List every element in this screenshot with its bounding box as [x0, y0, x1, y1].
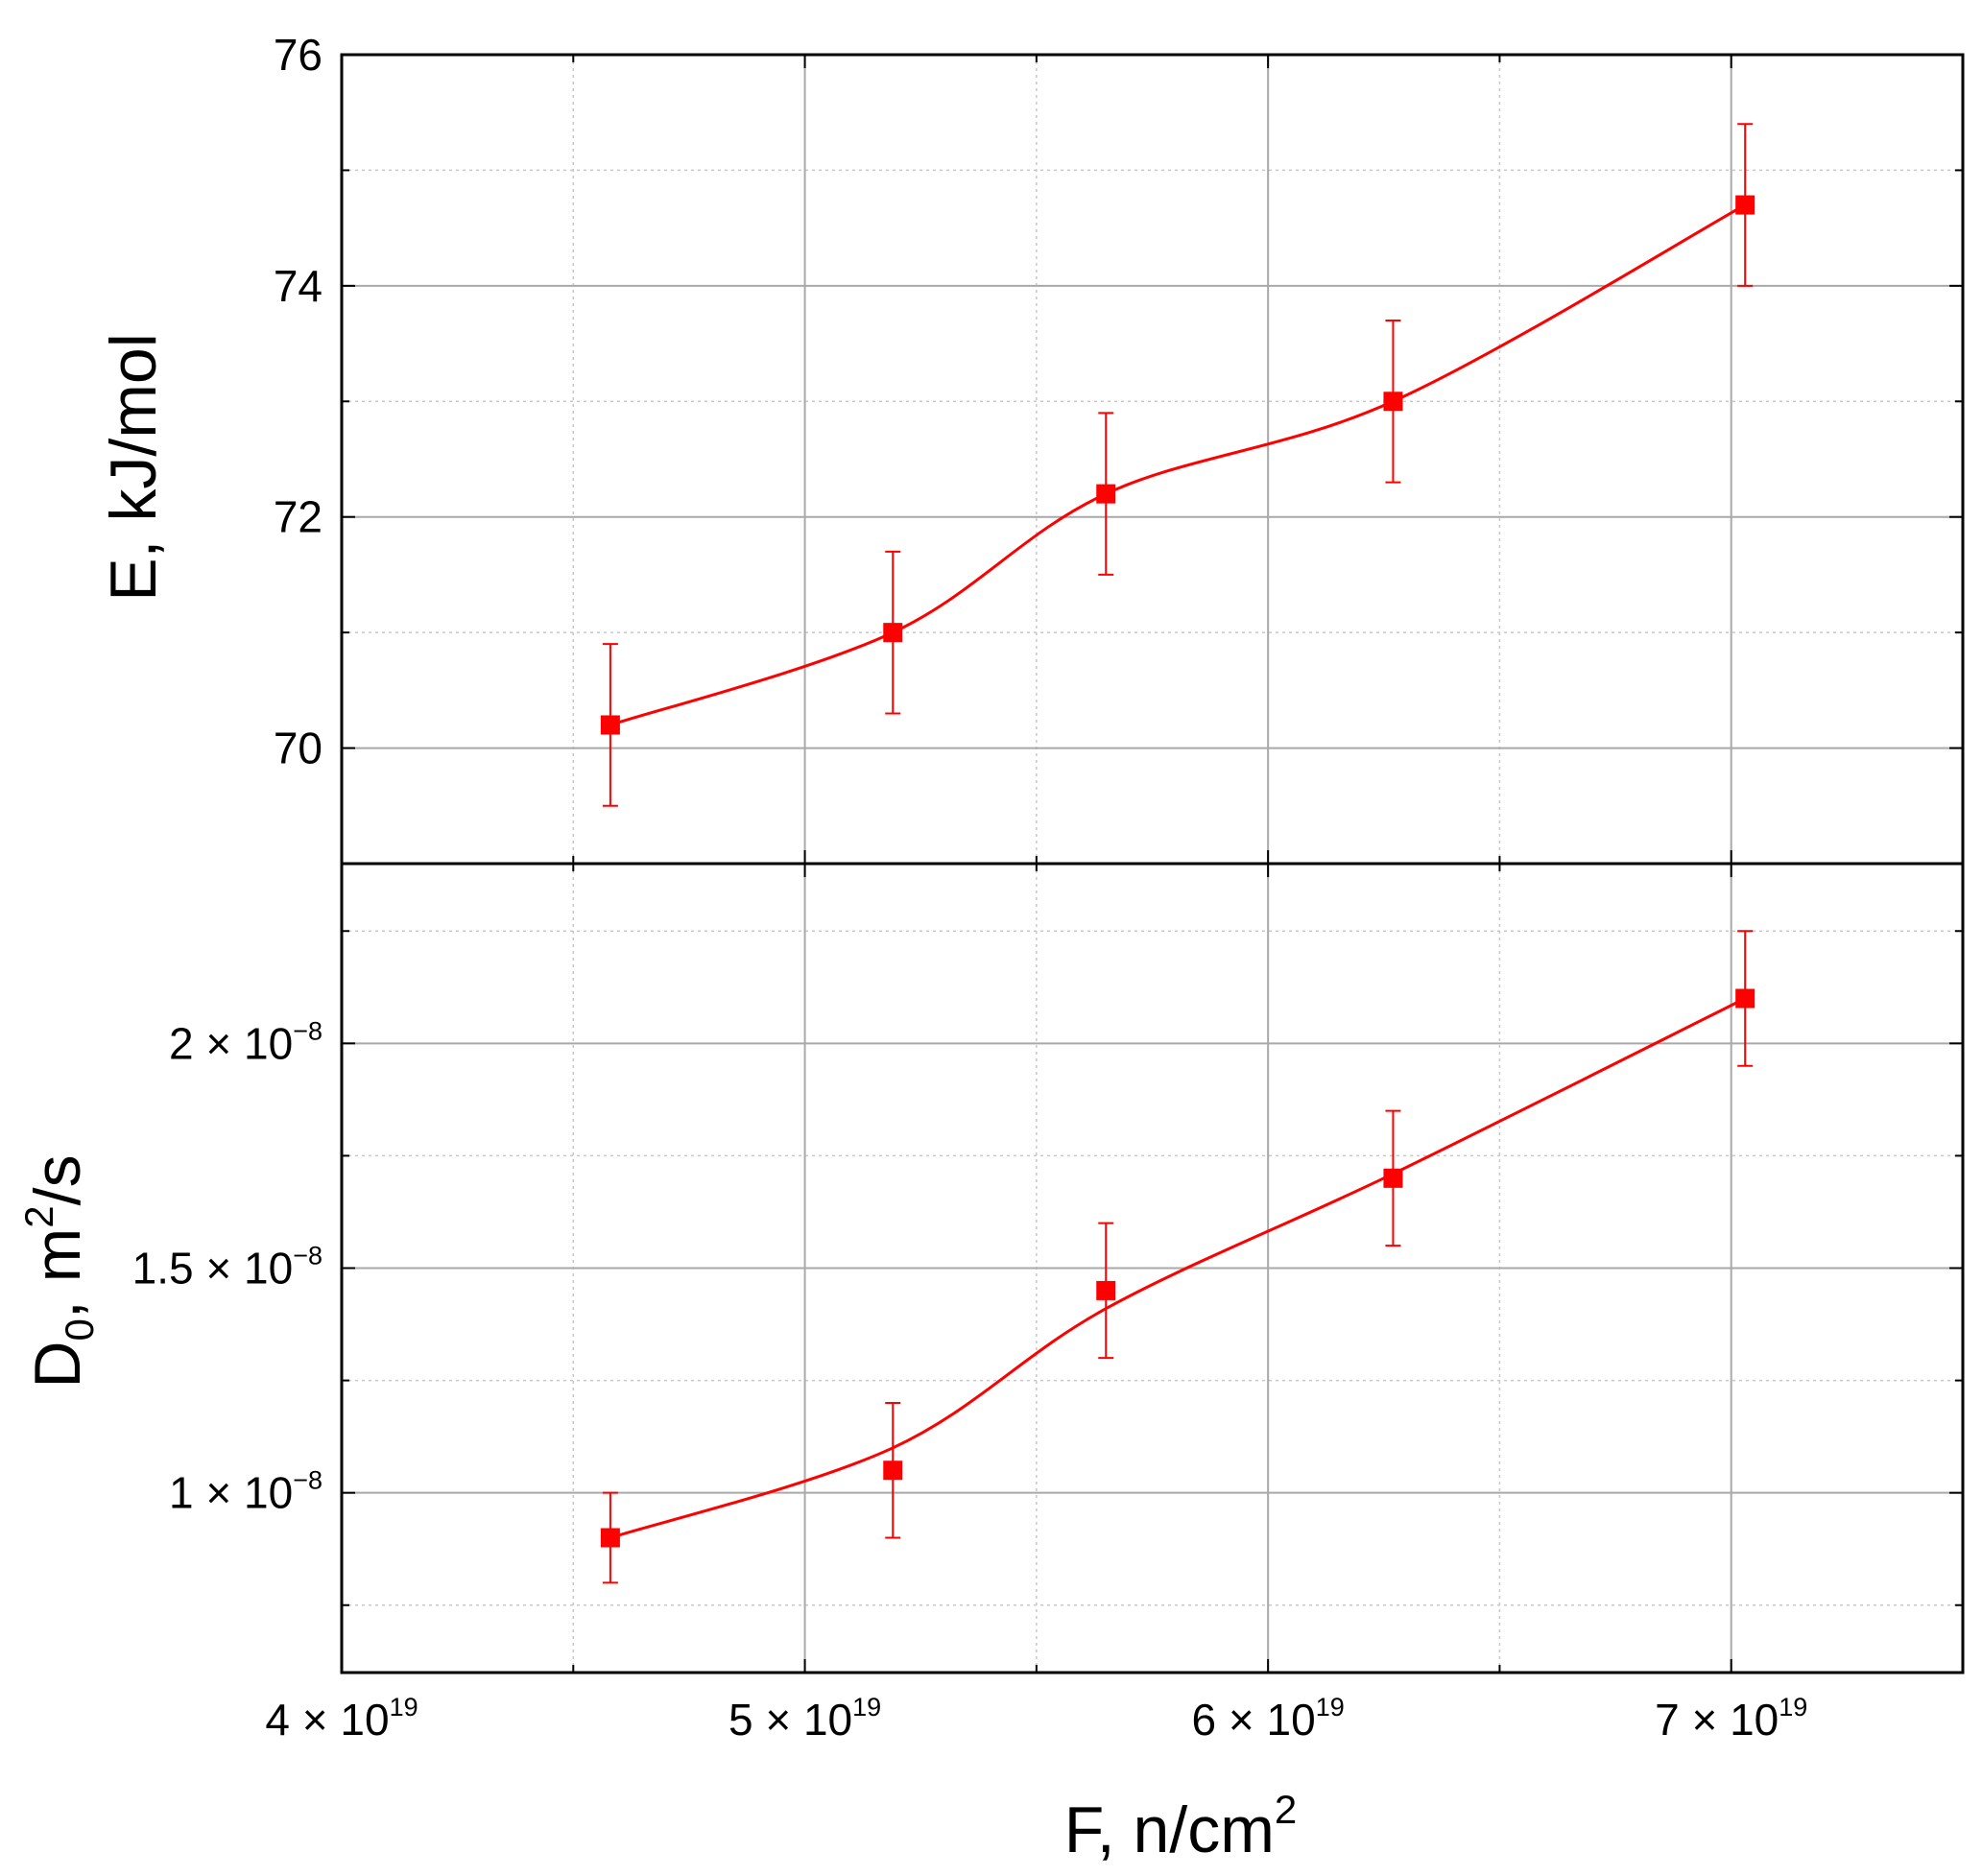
- energy-panel: 70 72 74 76: [274, 30, 1963, 864]
- diffusion-y-tick-exponent: −8: [293, 1242, 322, 1270]
- energy-panel-grid: [341, 54, 1963, 864]
- energy-panel-frame: [340, 53, 1965, 866]
- energy-y-tick-label: 74: [274, 261, 322, 311]
- diffusion-data-point: [1735, 988, 1755, 1009]
- diffusion-y-label-main: D: [21, 1341, 94, 1388]
- diffusion-y-tick-exponent: −8: [293, 1466, 322, 1495]
- diffusion-y-tick-label: 1.5 × 10−8: [132, 1242, 322, 1294]
- x-tick-mantissa: 5 × 10: [728, 1695, 852, 1745]
- diffusion-fit-curve: [609, 997, 1746, 1539]
- energy-data-point: [600, 715, 620, 735]
- diffusion-data-point: [883, 1460, 903, 1481]
- diffusion-panel-frame: [340, 862, 1965, 1674]
- energy-y-tick-label: 72: [274, 492, 322, 542]
- x-tick-exponent: 19: [852, 1693, 881, 1722]
- x-tick-label: 7 × 1019: [1655, 1693, 1807, 1745]
- energy-fit-curve: [609, 203, 1746, 726]
- diffusion-y-tick-label: 1 × 10−8: [169, 1466, 322, 1518]
- energy-data-point: [1096, 484, 1116, 504]
- diffusion-y-label-end: /s: [21, 1154, 94, 1205]
- energy-data-point: [1383, 392, 1403, 412]
- diffusion-data-point: [1383, 1168, 1403, 1188]
- diffusion-y-axis-title: D0, m2/s: [16, 1154, 102, 1388]
- x-tick-mantissa: 4 × 10: [265, 1695, 389, 1745]
- diffusion-y-tick-label: 2 × 10−8: [169, 1016, 322, 1068]
- diffusion-data-point: [1096, 1280, 1116, 1300]
- diffusion-y-tick-labels: 1 × 10−81.5 × 10−82 × 10−8: [132, 1016, 322, 1517]
- x-axis-tick-labels: 4 × 1019 5 × 1019 6 × 1019 7 × 1019: [265, 1693, 1807, 1745]
- x-tick-label: 4 × 1019: [265, 1693, 418, 1745]
- diffusion-fit-curve-group: [609, 997, 1746, 1539]
- x-axis-title: F, n/cm2: [1064, 1787, 1298, 1866]
- diffusion-y-label-sup: 2: [16, 1205, 61, 1227]
- diffusion-y-tick-mantissa: 1.5 × 10: [132, 1244, 294, 1294]
- x-tick-exponent: 19: [1316, 1693, 1345, 1722]
- energy-error-bars: [602, 123, 1754, 807]
- diffusion-panel-grid: [341, 864, 1963, 1673]
- diffusion-panel: 1 × 10−81.5 × 10−82 × 10−8: [132, 864, 1963, 1673]
- diffusion-data-points: [600, 988, 1755, 1548]
- panel-frames: [340, 53, 1965, 1674]
- energy-data-points: [600, 195, 1755, 735]
- energy-y-tick-label: 76: [274, 30, 322, 80]
- diffusion-y-label-sub: 0: [57, 1318, 102, 1341]
- energy-data-point: [883, 623, 903, 643]
- x-label-main: F, n/cm: [1064, 1793, 1275, 1866]
- x-label-sup: 2: [1275, 1787, 1297, 1832]
- energy-y-tick-label: 70: [274, 724, 322, 773]
- diffusion-y-label-mid: , m: [21, 1228, 94, 1318]
- diffusion-error-bars: [602, 930, 1754, 1584]
- diffusion-y-tick-exponent: −8: [293, 1016, 322, 1045]
- x-tick-exponent: 19: [390, 1693, 418, 1722]
- x-tick-exponent: 19: [1779, 1693, 1807, 1722]
- diffusion-y-tick-mantissa: 2 × 10: [169, 1018, 293, 1068]
- energy-y-tick-labels: 70 72 74 76: [274, 30, 322, 773]
- x-tick-mantissa: 7 × 10: [1655, 1695, 1779, 1745]
- energy-y-axis-title: E, kJ/mol: [97, 333, 170, 602]
- diffusion-y-tick-mantissa: 1 × 10: [169, 1468, 293, 1518]
- x-tick-label: 6 × 1019: [1192, 1693, 1345, 1745]
- x-tick-mantissa: 6 × 10: [1192, 1695, 1316, 1745]
- x-tick-label: 5 × 1019: [728, 1693, 881, 1745]
- energy-data-point: [1735, 195, 1755, 215]
- diffusion-data-point: [600, 1528, 620, 1548]
- energy-fit-curve-group: [609, 203, 1746, 726]
